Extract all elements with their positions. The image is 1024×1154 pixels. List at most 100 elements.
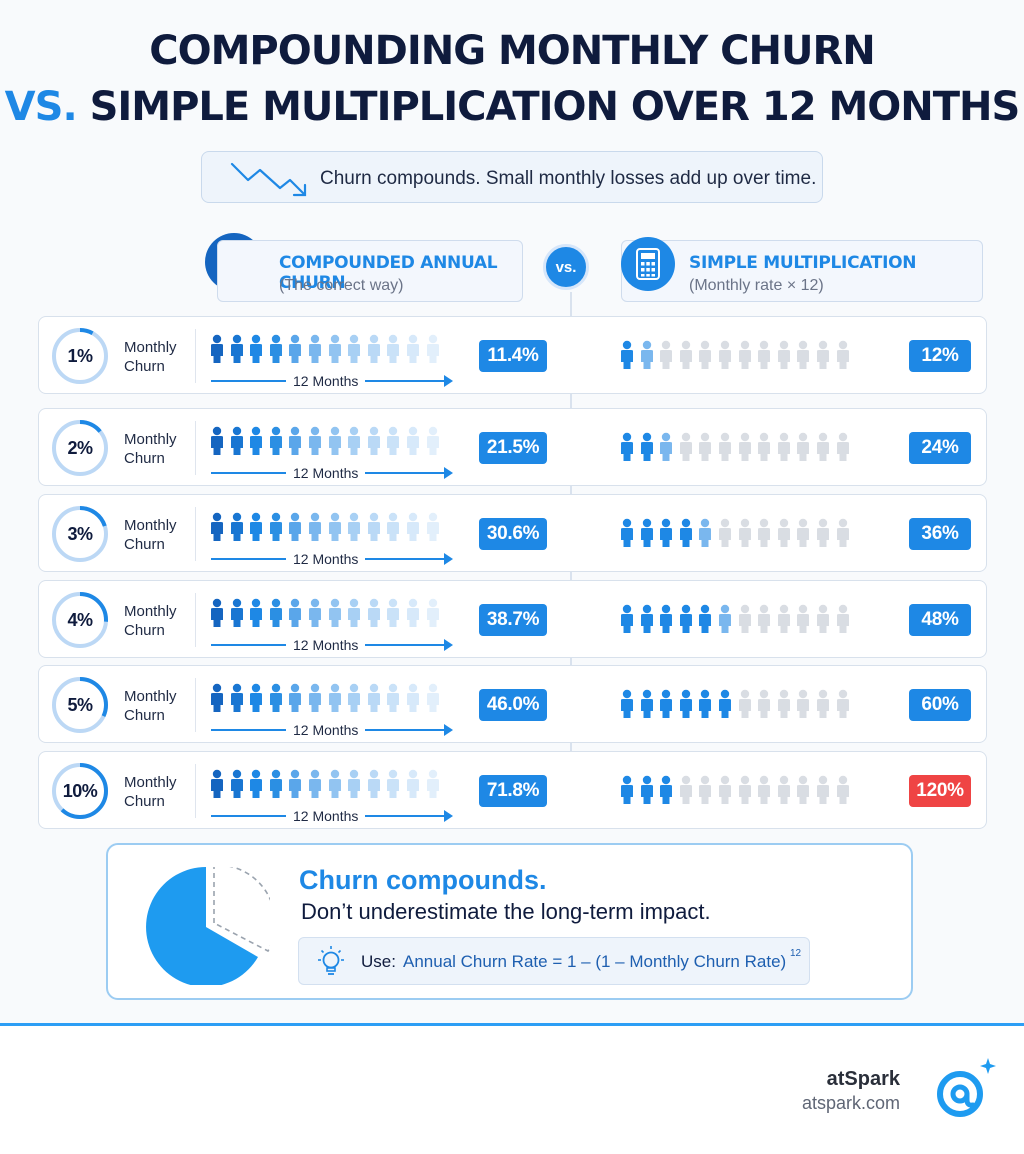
- callout-subline: Don’t underestimate the long-term impact…: [301, 899, 711, 924]
- churn-row: 3% Monthly Churn 12 Months 30.6% 36%: [38, 494, 987, 572]
- person-icon: [816, 432, 829, 461]
- person-icon: [797, 432, 810, 461]
- monthly-rate-label: 5%: [67, 695, 93, 715]
- subtitle-rest: SIMPLE MULTIPLICATION OVER 12 MONTHS: [89, 84, 1021, 130]
- monthly-churn-label: Monthly Churn: [124, 431, 177, 467]
- person-icon: [406, 334, 419, 363]
- person-icon: [211, 598, 223, 627]
- person-icon: [699, 604, 712, 633]
- person-icon: [777, 432, 790, 461]
- monthly-rate-ring: 1%: [51, 327, 109, 385]
- person-icon: [269, 334, 282, 363]
- compounded-people: [209, 512, 441, 542]
- row-separator: [195, 329, 196, 383]
- compounded-people: [209, 426, 441, 456]
- trend-down-icon: [230, 162, 307, 197]
- churn-row: 2% Monthly Churn 12 Months 21.5% 24%: [38, 408, 987, 486]
- person-icon: [328, 426, 341, 455]
- person-icon: [777, 518, 790, 547]
- person-icon: [621, 518, 633, 547]
- compounded-title: COMPOUNDED ANNUAL CHURN: [279, 253, 498, 293]
- person-icon: [758, 340, 771, 369]
- person-icon: [738, 340, 751, 369]
- person-icon: [797, 689, 810, 718]
- person-icon: [406, 769, 419, 798]
- person-icon: [816, 775, 829, 804]
- brand-url[interactable]: atspark.com: [801, 1093, 900, 1113]
- person-icon: [387, 683, 400, 712]
- person-icon: [308, 683, 321, 712]
- compounded-value: 21.5%: [479, 432, 547, 464]
- person-icon: [367, 683, 380, 712]
- months-axis: 12 Months: [211, 637, 453, 653]
- arrow-right-icon: [444, 375, 453, 387]
- monthly-rate-label: 4%: [67, 610, 93, 630]
- brand-name: atSpark: [826, 1068, 900, 1090]
- person-icon: [211, 769, 223, 798]
- person-icon: [250, 769, 263, 798]
- banner-text: Churn compounds. Small monthly losses ad…: [320, 168, 817, 189]
- person-icon: [777, 689, 790, 718]
- person-icon: [679, 432, 692, 461]
- person-icon: [777, 775, 790, 804]
- simple-value: 120%: [909, 775, 971, 807]
- simple-people: [619, 775, 851, 805]
- person-icon: [230, 683, 243, 712]
- person-icon: [289, 683, 302, 712]
- row-separator: [195, 678, 196, 732]
- monthly-rate-label: 10%: [62, 781, 98, 801]
- person-icon: [660, 689, 673, 718]
- vs-word: VS.: [4, 84, 78, 130]
- arrow-right-icon: [444, 467, 453, 479]
- person-icon: [348, 334, 361, 363]
- person-icon: [328, 598, 341, 627]
- person-icon: [406, 512, 419, 541]
- months-axis: 12 Months: [211, 465, 453, 481]
- months-label: 12 Months: [286, 465, 366, 481]
- callout-box: Churn compounds. Don’t underestimate the…: [106, 843, 913, 1000]
- person-icon: [718, 775, 731, 804]
- monthly-churn-label: Monthly Churn: [124, 603, 177, 639]
- compounded-people: [209, 334, 441, 364]
- months-label: 12 Months: [286, 637, 366, 653]
- person-icon: [230, 334, 243, 363]
- person-icon: [426, 512, 439, 541]
- person-icon: [758, 775, 771, 804]
- person-icon: [367, 334, 380, 363]
- person-icon: [289, 426, 302, 455]
- person-icon: [406, 426, 419, 455]
- churn-row: 10% Monthly Churn 12 Months 71.8% 120%: [38, 751, 987, 829]
- brand: atSpark atspark.com: [802, 1068, 900, 1114]
- person-icon: [679, 340, 692, 369]
- simple-subtitle: (Monthly rate × 12): [689, 277, 824, 294]
- person-icon: [660, 432, 673, 461]
- vs-badge: vs.: [543, 244, 589, 290]
- ring-graphic: [52, 677, 108, 733]
- person-icon: [426, 426, 439, 455]
- person-icon: [836, 689, 849, 718]
- row-separator: [195, 593, 196, 647]
- person-icon: [640, 604, 653, 633]
- person-icon: [699, 432, 712, 461]
- person-icon: [250, 683, 263, 712]
- person-icon: [738, 604, 751, 633]
- monthly-rate-ring: 2%: [51, 419, 109, 477]
- ring-graphic: [52, 763, 108, 819]
- formula-use-label: Use:: [361, 952, 396, 971]
- person-icon: [718, 689, 731, 718]
- person-icon: [426, 769, 439, 798]
- monthly-rate-label: 1%: [67, 346, 93, 366]
- person-icon: [679, 775, 692, 804]
- compounded-value: 71.8%: [479, 775, 547, 807]
- person-icon: [699, 518, 712, 547]
- person-icon: [758, 518, 771, 547]
- person-icon: [699, 775, 712, 804]
- simple-title: SIMPLE MULTIPLICATION: [689, 253, 917, 273]
- person-icon: [816, 518, 829, 547]
- person-icon: [640, 689, 653, 718]
- person-icon: [250, 334, 263, 363]
- person-icon: [367, 598, 380, 627]
- person-icon: [387, 598, 400, 627]
- person-icon: [621, 340, 633, 369]
- person-icon: [250, 598, 263, 627]
